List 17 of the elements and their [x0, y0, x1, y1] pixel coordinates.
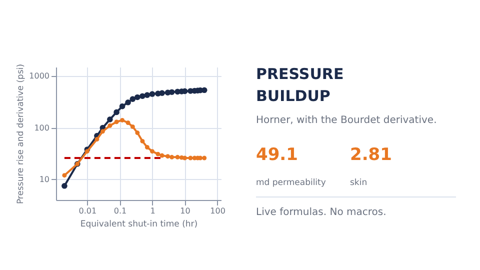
y-tick-label: 100 — [34, 123, 50, 132]
y-tick-label: 1000 — [29, 72, 50, 81]
x-axis-title: Equivalent shut-in time (hr) — [80, 220, 198, 230]
x-tick-label: 0.1 — [114, 206, 127, 216]
x-tick-label: 0.01 — [78, 206, 97, 216]
text: Live formulas. No macros. — [256, 207, 386, 218]
y-tick-label: 10 — [39, 174, 50, 184]
y-axis-title: Pressure rise and derivative (psi) — [16, 64, 26, 204]
text: Horner, with the Bourdet derivative. — [256, 115, 437, 126]
text: md permeability — [256, 178, 326, 188]
x-tick-label: 100 — [210, 206, 226, 216]
text: skin — [350, 178, 368, 188]
text: PRESSURE BUILDUP — [256, 65, 344, 105]
text: 2.81 — [350, 145, 392, 165]
x-tick-label: 1 — [150, 206, 156, 216]
text: 49.1 — [256, 145, 298, 165]
x-tick-label: 10 — [180, 206, 190, 216]
